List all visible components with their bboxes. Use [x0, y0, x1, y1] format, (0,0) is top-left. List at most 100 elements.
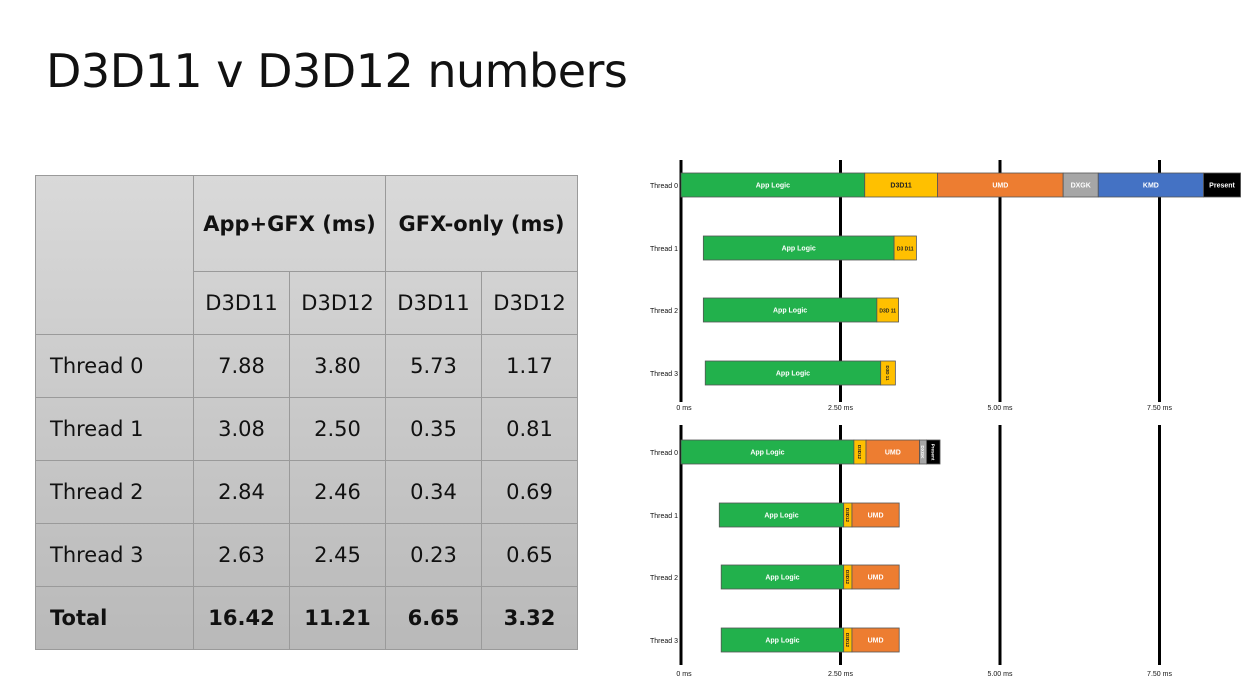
group-header-app-gfx: App+GFX (ms) [193, 175, 386, 272]
segment-label: App Logic [776, 371, 810, 378]
timeline-segment [864, 172, 938, 198]
timeline-segment [851, 627, 900, 653]
tick-label: 5.00 ms [988, 671, 1013, 678]
table-cell: 5.73 [385, 334, 482, 398]
sub-header-cell: D3D12 [481, 271, 578, 335]
segment-label: DXGK [920, 445, 925, 459]
table-cell: 2.46 [289, 460, 386, 524]
thread-label: Thread 2 [650, 575, 678, 582]
table-row: Thread 3 2.63 2.45 0.23 0.65 [35, 523, 578, 587]
slide-title: D3D11 v D3D12 numbers [46, 44, 628, 98]
timeline-segment [1062, 172, 1099, 198]
timeline-segment [720, 564, 845, 590]
group-header-gfx-only: GFX-only (ms) [385, 175, 578, 272]
thread-label: Thread 1 [650, 513, 678, 520]
table-cell: 0.69 [481, 460, 578, 524]
d3d11-timeline-chart: 0 ms 2.50 ms 5.00 ms 7.50 ms Thread 0 App Log… [650, 160, 1241, 412]
tick-label: 7.50 ms [1147, 405, 1172, 412]
segment-label: KMD [1143, 183, 1159, 190]
table-cell: 2.63 [193, 523, 290, 587]
segment-label: App Logic [765, 638, 799, 645]
tick-label: 2.50 ms [828, 405, 853, 412]
tick-label: 0 ms [676, 405, 692, 412]
timeline-segment [720, 627, 845, 653]
timeline-segment [876, 297, 899, 323]
timeline-segment [704, 360, 882, 386]
timeline-segment [1097, 172, 1204, 198]
table-row: Thread 0 7.88 3.80 5.73 1.17 [35, 334, 578, 398]
tick-label: 0 ms [676, 671, 692, 678]
timing-table-container: App+GFX (ms) GFX-only (ms) D3D11 D3D12 D… [35, 175, 578, 650]
timeline-segment [718, 502, 845, 528]
table-total-row: Total 16.42 11.21 6.65 3.32 [35, 586, 578, 650]
segment-label: UMD [868, 575, 884, 582]
row-label: Thread 0 [35, 334, 194, 398]
segment-label: D3 D11 [897, 247, 914, 253]
segment-label: UMD [868, 513, 884, 520]
thread-label: Thread 2 [650, 308, 678, 315]
segment-label: Present [1209, 183, 1235, 190]
segment-label: D3D 11 [879, 309, 896, 315]
table-corner-cell [35, 175, 194, 335]
total-cell: 6.65 [385, 586, 482, 650]
sub-header-cell: D3D11 [385, 271, 482, 335]
segment-label: D3D 11 [885, 365, 890, 381]
tick-label: 2.50 ms [828, 671, 853, 678]
segment-label: App Logic [773, 308, 807, 315]
thread-label: Thread 3 [650, 371, 678, 378]
timeline-segment [880, 360, 896, 386]
table-cell: 0.35 [385, 397, 482, 461]
segment-label: D3D12 [857, 445, 862, 460]
segment-label: App Logic [764, 513, 798, 520]
thread-label: Thread 0 [650, 450, 678, 457]
thread-label: Thread 1 [650, 246, 678, 253]
table-cell: 2.84 [193, 460, 290, 524]
segment-label: App Logic [750, 450, 784, 457]
total-label: Total [35, 586, 194, 650]
thread-label: Thread 0 [650, 183, 678, 190]
segment-label: D3D12 [845, 570, 850, 585]
segment-label: App Logic [782, 246, 816, 253]
timing-table: App+GFX (ms) GFX-only (ms) D3D11 D3D12 D… [35, 175, 578, 650]
sub-header-cell: D3D12 [289, 271, 386, 335]
table-cell: 7.88 [193, 334, 290, 398]
table-cell: 0.23 [385, 523, 482, 587]
segment-label: UMD [885, 450, 901, 457]
table-cell: 1.17 [481, 334, 578, 398]
total-cell: 11.21 [289, 586, 386, 650]
row-label: Thread 2 [35, 460, 194, 524]
segment-label: UMD [992, 183, 1008, 190]
table-group-header-row: App+GFX (ms) GFX-only (ms) [35, 175, 578, 335]
table-cell: 3.08 [193, 397, 290, 461]
total-cell: 3.32 [481, 586, 578, 650]
table-cell: 3.80 [289, 334, 386, 398]
segment-label: App Logic [756, 183, 790, 190]
table-cell: 0.65 [481, 523, 578, 587]
segment-label: D3D12 [845, 508, 850, 523]
table-cell: 0.81 [481, 397, 578, 461]
timeline-segment [937, 172, 1064, 198]
timeline-segment [680, 172, 866, 198]
segment-label: Present [930, 444, 935, 461]
timeline-segment [851, 502, 900, 528]
thread-label: Thread 3 [650, 638, 678, 645]
table-cell: 2.45 [289, 523, 386, 587]
row-label: Thread 1 [35, 397, 194, 461]
segment-label: DXGK [1071, 183, 1091, 190]
total-cell: 16.42 [193, 586, 290, 650]
tick-label: 7.50 ms [1147, 671, 1172, 678]
segment-label: D3D12 [845, 633, 850, 648]
tick-label: 5.00 ms [988, 405, 1013, 412]
d3d12-timeline-chart: 0 ms 2.50 ms 5.00 ms 7.50 ms Thread 0 App Log… [650, 425, 1172, 678]
timeline-segment [1203, 172, 1241, 198]
segment-label: App Logic [765, 575, 799, 582]
timeline-segment [702, 235, 895, 261]
table-cell: 0.34 [385, 460, 482, 524]
table-cell: 2.50 [289, 397, 386, 461]
sub-header-cell: D3D11 [193, 271, 290, 335]
table-row: Thread 1 3.08 2.50 0.35 0.81 [35, 397, 578, 461]
table-row: Thread 2 2.84 2.46 0.34 0.69 [35, 460, 578, 524]
timeline-segment [851, 564, 900, 590]
timeline-segment [893, 235, 917, 261]
row-label: Thread 3 [35, 523, 194, 587]
